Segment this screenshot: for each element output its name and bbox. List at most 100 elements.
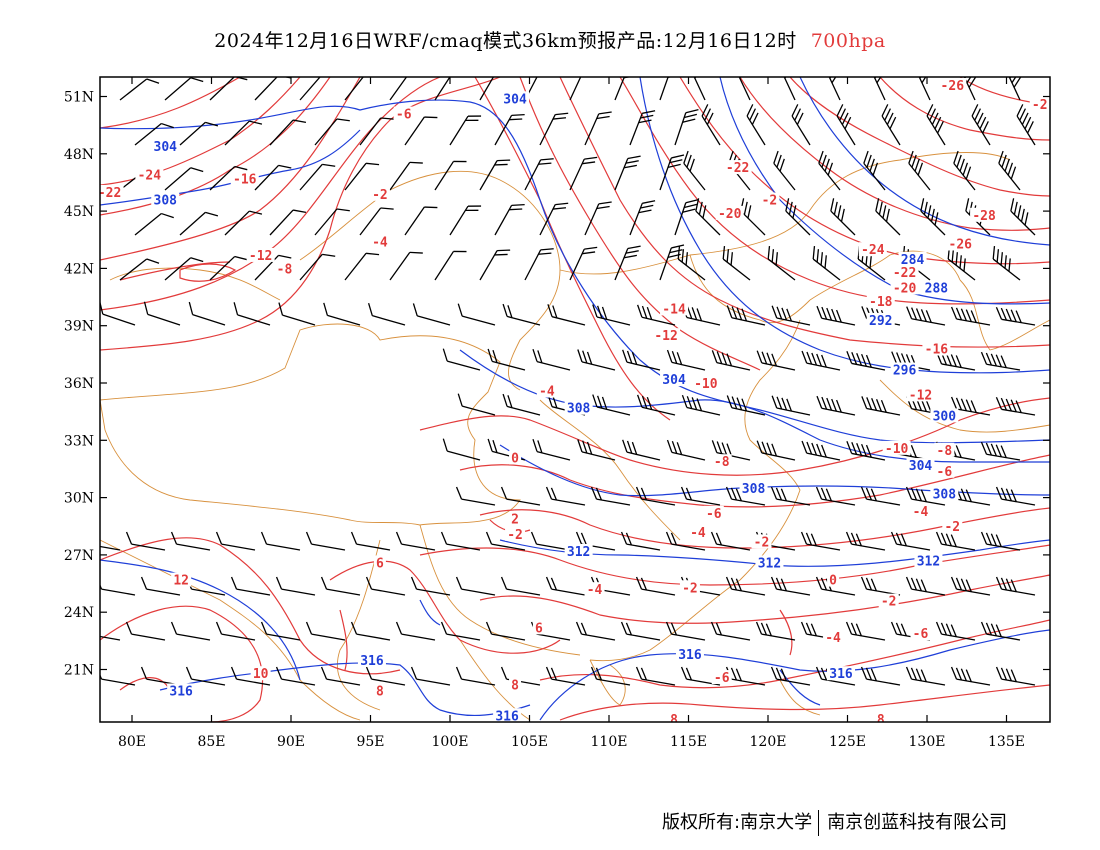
wind-barb	[395, 531, 436, 551]
copyright-left: 版权所有:南京大学	[662, 812, 813, 833]
lon-label: 125E	[829, 734, 866, 750]
contour-label-bg	[755, 555, 784, 570]
lon-label: 105E	[511, 734, 548, 750]
wind-barb	[487, 348, 526, 371]
wind-barb	[254, 164, 292, 191]
contour-label-bg	[922, 280, 951, 295]
wind-barb	[185, 666, 226, 686]
contour-label-bg	[827, 572, 840, 587]
wind-barb	[367, 302, 406, 326]
wind-barb	[532, 439, 571, 461]
contour-label-bg	[866, 312, 895, 327]
wind-barb	[1010, 198, 1036, 236]
contour-label-bg	[711, 454, 732, 469]
wind-barb	[980, 351, 1021, 371]
wind-barb	[455, 486, 496, 506]
wind-barb	[614, 155, 641, 191]
contour-label-bg	[532, 620, 545, 635]
wind-barb	[950, 576, 991, 596]
contour-label: -6	[706, 507, 722, 522]
wind-barb	[209, 165, 248, 191]
contour-label-bg	[739, 480, 768, 495]
wind-barb	[875, 198, 901, 236]
contour-label: -8	[714, 455, 730, 470]
temperature-isoline	[119, 677, 171, 691]
contour-label-bg	[505, 526, 526, 541]
contour-label-bg	[373, 555, 386, 570]
contour-label: -26	[949, 237, 973, 252]
wind-barb	[209, 255, 248, 281]
wind-barb	[908, 150, 931, 191]
wind-barb	[998, 150, 1021, 191]
wind-barb	[502, 393, 541, 416]
wind-barb	[683, 150, 706, 191]
wind-barb	[905, 576, 946, 596]
contour-label-bg	[250, 666, 271, 681]
wind-barb	[695, 198, 721, 236]
border-line	[959, 279, 1050, 351]
wind-barb	[816, 395, 856, 416]
contour-label-bg	[167, 683, 196, 698]
wind-barb	[230, 666, 271, 686]
wind-barb	[188, 301, 226, 326]
contour-label-bg	[357, 652, 386, 667]
wind-barb	[992, 246, 1021, 281]
contour-label-bg	[393, 106, 414, 121]
contour-label: 0	[829, 574, 837, 589]
wind-barb	[532, 349, 571, 371]
wind-barb	[119, 78, 160, 101]
contour-label: -22	[726, 161, 749, 176]
wind-barb	[224, 210, 263, 236]
contour-label: 296	[893, 364, 917, 379]
copyright-right: 南京创蓝科技有限公司	[827, 812, 1008, 833]
contour-label-bg	[914, 553, 943, 568]
contour-label: -22	[98, 186, 121, 201]
contour-label: -16	[233, 173, 257, 188]
wind-barb	[269, 209, 307, 236]
contour-label: 316	[360, 654, 384, 669]
lon-label: 115E	[670, 734, 707, 750]
wind-barb	[344, 77, 367, 101]
contour-label: -2	[1032, 98, 1048, 113]
contour-label-bg	[679, 580, 700, 595]
wind-barb	[389, 161, 423, 191]
geopotential-isoline	[639, 77, 1050, 374]
wind-barb	[622, 439, 661, 461]
wind-barb	[711, 440, 751, 461]
contour-label-bg	[246, 247, 275, 262]
temperature-isoline	[100, 605, 264, 722]
contour-label: 284	[901, 253, 925, 268]
lon-label: 120E	[750, 734, 787, 750]
title-main: 2024年12月16日WRF/cmaq模式36km预报产品:12月16日12时	[214, 30, 797, 52]
contour-label: -12	[909, 388, 932, 403]
wind-barb	[1016, 104, 1036, 146]
wind-barb	[314, 208, 350, 236]
wind-barb	[860, 666, 901, 686]
contour-label: -4	[539, 385, 555, 400]
wind-barb	[666, 349, 706, 371]
wind-barb	[755, 621, 796, 641]
contour-label: 304	[662, 373, 686, 388]
contour-label: 304	[154, 140, 178, 155]
wind-barb	[722, 246, 751, 281]
lon-label: 100E	[432, 734, 469, 750]
contour-label-bg	[866, 293, 895, 308]
wind-barb	[701, 104, 721, 146]
contour-label: 304	[909, 459, 933, 474]
contour-label: 292	[869, 314, 892, 329]
wind-barb	[449, 205, 482, 236]
wind-barb	[592, 394, 631, 416]
wind-barb	[791, 104, 811, 146]
contour-label: 10	[253, 667, 269, 682]
wind-barb	[674, 108, 699, 146]
wind-barb	[485, 531, 526, 551]
wind-barb	[575, 621, 616, 641]
wind-barb	[665, 621, 706, 641]
wind-barb	[906, 306, 946, 326]
contour-label: 308	[742, 482, 766, 497]
wind-barb	[950, 396, 991, 416]
wind-barb	[860, 486, 901, 506]
wind-barb	[569, 156, 598, 191]
contour-label-bg	[691, 375, 720, 390]
